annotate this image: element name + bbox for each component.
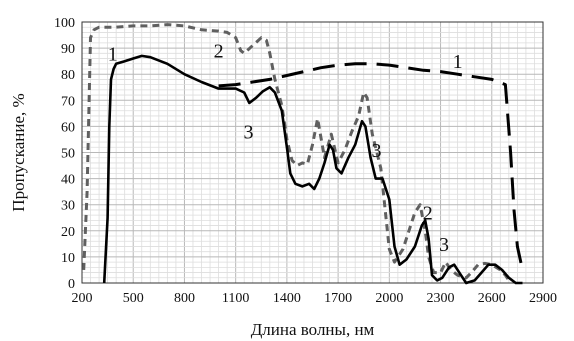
curve-label: 2 xyxy=(214,41,224,63)
y-tick-label: 100 xyxy=(54,16,75,31)
y-tick-label: 20 xyxy=(61,225,75,240)
y-tick-label: 90 xyxy=(61,42,75,57)
x-tick-label: 2600 xyxy=(478,291,506,306)
plot-frame xyxy=(81,21,544,284)
curve-label: 1 xyxy=(108,43,118,65)
y-tick-label: 80 xyxy=(61,68,75,83)
x-tick-label: 1700 xyxy=(324,291,352,306)
y-tick-label: 10 xyxy=(61,251,75,266)
series-line-3 xyxy=(102,54,523,285)
y-tick-label: 60 xyxy=(61,120,75,135)
x-tick-label: 2900 xyxy=(529,291,557,306)
chart-series xyxy=(82,23,524,285)
y-tick-label: 40 xyxy=(61,173,75,188)
series-line-1 xyxy=(218,62,524,271)
y-axis-title: Пропускание, % xyxy=(9,93,28,211)
y-tick-label: 50 xyxy=(61,147,75,162)
x-tick-label: 800 xyxy=(174,291,195,306)
curve-label: 2 xyxy=(423,203,433,225)
x-tick-label: 200 xyxy=(72,291,93,306)
curve-label: 3 xyxy=(243,122,253,144)
curve-label: 3 xyxy=(372,140,382,162)
y-tick-labels: 0 10 20 30 40 50 60 70 80 90 100 xyxy=(54,16,75,292)
x-tick-label: 1100 xyxy=(222,291,249,306)
x-tick-label: 500 xyxy=(123,291,144,306)
x-tick-label: 2000 xyxy=(375,291,403,306)
y-tick-label: 30 xyxy=(61,199,75,214)
x-tick-label: 1400 xyxy=(273,291,301,306)
y-tick-label: 70 xyxy=(61,94,75,109)
x-axis-title: Длина волны, нм xyxy=(251,320,375,339)
y-tick-label: 0 xyxy=(68,277,75,292)
curve-label: 1 xyxy=(453,51,463,73)
x-tick-labels: 200 500 800 1100 1400 1700 2000 2300 2600 2900 xyxy=(72,291,558,306)
chart-grid xyxy=(81,21,544,284)
x-tick-label: 2300 xyxy=(427,291,455,306)
curve-label: 3 xyxy=(439,234,449,256)
